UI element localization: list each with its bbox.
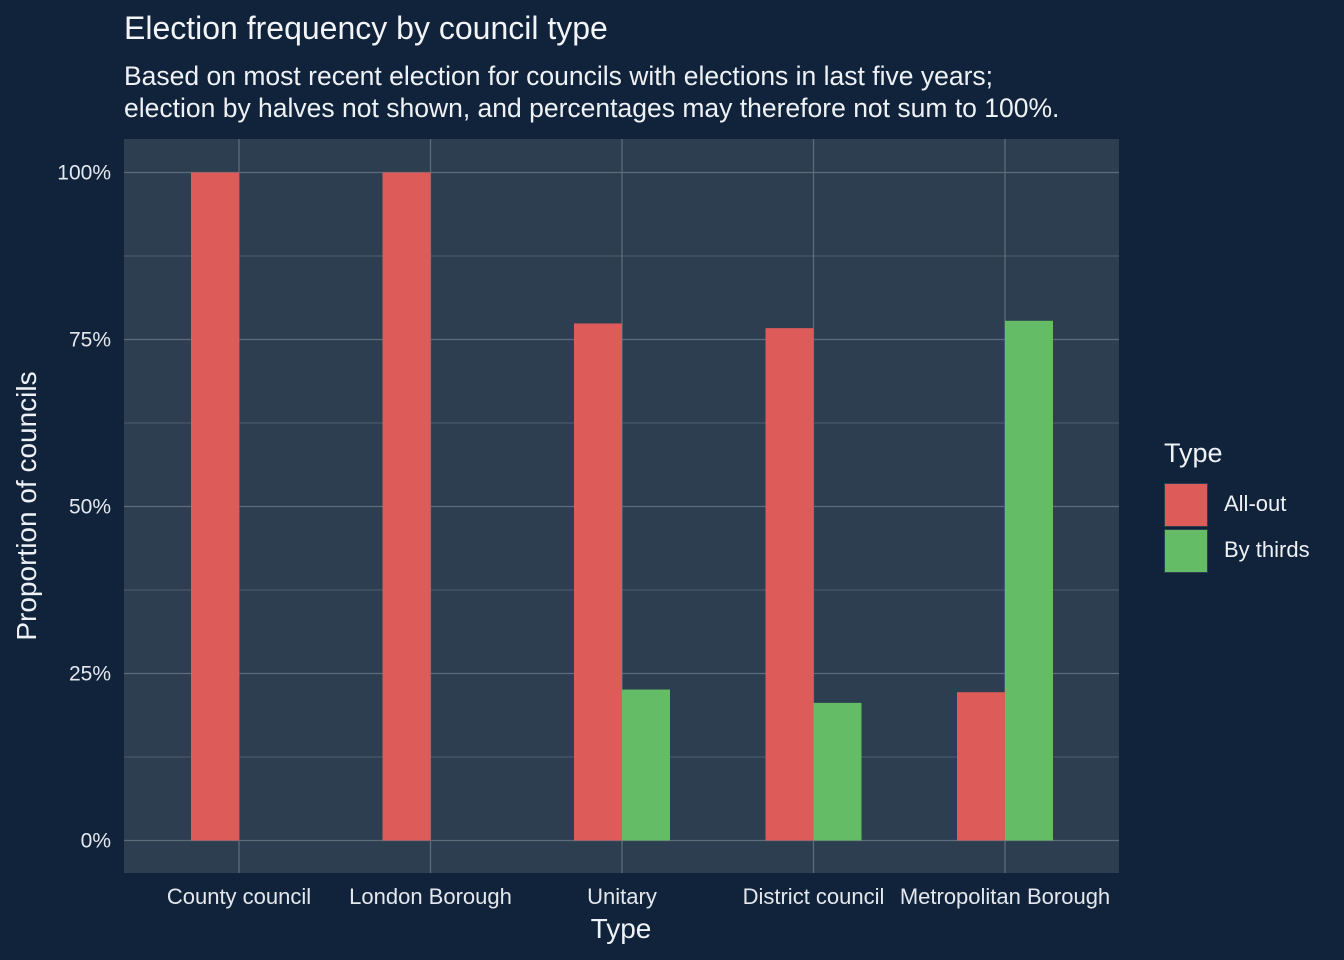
y-tick-label: 75% [69, 329, 111, 352]
bar-all-out [382, 172, 431, 841]
bar-all-out [574, 323, 622, 841]
x-tick-label: Metropolitan Borough [900, 884, 1110, 909]
bar-by-thirds [622, 689, 670, 841]
y-axis-label: Proportion of councils [11, 371, 42, 640]
subtitle-line-2: election by halves not shown, and percen… [124, 93, 1060, 123]
x-axis-label: Type [591, 913, 652, 944]
bar-by-thirds [1005, 320, 1053, 841]
bar-all-out [191, 172, 239, 841]
legend-label-all-out: All-out [1224, 491, 1287, 516]
chart-title: Election frequency by council type [124, 10, 608, 46]
x-tick-label: Unitary [587, 884, 657, 909]
bar-all-out [957, 692, 1005, 841]
chart-subtitle: Based on most recent election for counci… [124, 60, 1059, 124]
x-tick-label: District council [743, 884, 885, 909]
y-tick-label: 25% [69, 663, 111, 686]
y-tick-label: 50% [69, 496, 111, 519]
bar-by-thirds [813, 702, 862, 841]
y-tick-label: 100% [57, 162, 111, 185]
bar-all-out [765, 328, 814, 841]
y-tick-label: 0% [81, 830, 111, 853]
legend-key-all-out [1164, 483, 1208, 527]
bars [191, 172, 1053, 841]
x-axis-ticks: County council London Borough Unitary Distr… [167, 884, 1110, 909]
legend-title: Type [1164, 438, 1223, 468]
subtitle-line-1: Based on most recent election for counci… [124, 61, 994, 91]
x-tick-label: London Borough [349, 884, 512, 909]
legend-label-by-thirds: By thirds [1224, 537, 1310, 562]
y-axis-ticks: 0% 25% 50% 75% 100% [57, 162, 111, 853]
x-tick-label: County council [167, 884, 311, 909]
legend-key-by-thirds [1164, 529, 1208, 573]
